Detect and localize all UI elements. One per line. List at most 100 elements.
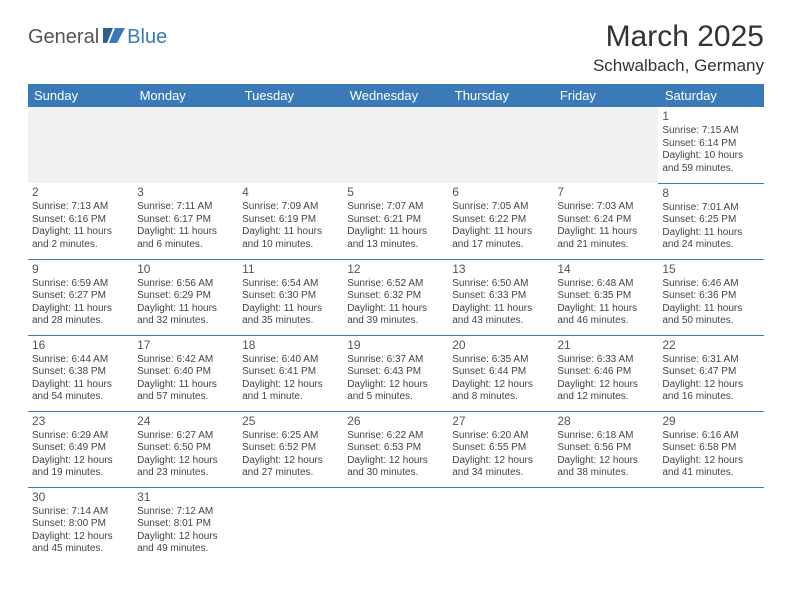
- cell-text: Daylight: 12 hours: [347, 455, 444, 468]
- cell-text: and 34 minutes.: [452, 467, 549, 480]
- cell-text: Daylight: 11 hours: [662, 303, 759, 316]
- cell-text: Daylight: 12 hours: [32, 455, 129, 468]
- day-number: 16: [32, 338, 129, 353]
- calendar-cell: 29Sunrise: 6:16 AMSunset: 6:58 PMDayligh…: [658, 411, 763, 487]
- cell-text: Daylight: 11 hours: [32, 226, 129, 239]
- calendar-table: SundayMondayTuesdayWednesdayThursdayFrid…: [28, 84, 764, 563]
- cell-text: Daylight: 12 hours: [557, 379, 654, 392]
- logo-text-general: General: [28, 26, 99, 49]
- calendar-cell: 10Sunrise: 6:56 AMSunset: 6:29 PMDayligh…: [133, 259, 238, 335]
- location: Schwalbach, Germany: [593, 56, 764, 76]
- cell-text: and 8 minutes.: [452, 391, 549, 404]
- calendar-cell: 25Sunrise: 6:25 AMSunset: 6:52 PMDayligh…: [238, 411, 343, 487]
- weekday-header: Wednesday: [343, 84, 448, 107]
- cell-text: Daylight: 11 hours: [557, 226, 654, 239]
- cell-text: Sunset: 6:47 PM: [662, 366, 759, 379]
- calendar-week-row: 30Sunrise: 7:14 AMSunset: 8:00 PMDayligh…: [28, 487, 764, 563]
- cell-text: Sunset: 6:36 PM: [662, 290, 759, 303]
- calendar-cell: 13Sunrise: 6:50 AMSunset: 6:33 PMDayligh…: [448, 259, 553, 335]
- cell-text: Sunrise: 6:44 AM: [32, 354, 129, 367]
- cell-text: Sunset: 6:32 PM: [347, 290, 444, 303]
- cell-text: Sunset: 6:16 PM: [32, 214, 129, 227]
- calendar-cell: 16Sunrise: 6:44 AMSunset: 6:38 PMDayligh…: [28, 335, 133, 411]
- cell-text: Sunset: 6:17 PM: [137, 214, 234, 227]
- cell-text: Sunset: 6:30 PM: [242, 290, 339, 303]
- calendar-cell: [28, 107, 133, 183]
- day-number: 23: [32, 414, 129, 429]
- cell-text: Sunrise: 7:07 AM: [347, 201, 444, 214]
- calendar-cell: 1Sunrise: 7:15 AMSunset: 6:14 PMDaylight…: [658, 107, 763, 183]
- day-number: 6: [452, 185, 549, 200]
- calendar-cell: [448, 107, 553, 183]
- day-number: 10: [137, 262, 234, 277]
- calendar-cell: 27Sunrise: 6:20 AMSunset: 6:55 PMDayligh…: [448, 411, 553, 487]
- cell-text: Daylight: 11 hours: [557, 303, 654, 316]
- cell-text: Sunrise: 6:33 AM: [557, 354, 654, 367]
- calendar-cell: 6Sunrise: 7:05 AMSunset: 6:22 PMDaylight…: [448, 183, 553, 259]
- cell-text: Sunrise: 7:15 AM: [662, 125, 759, 138]
- calendar-page: General Blue March 2025 Schwalbach, Germ…: [0, 0, 792, 583]
- cell-text: and 21 minutes.: [557, 239, 654, 252]
- cell-text: Sunrise: 6:31 AM: [662, 354, 759, 367]
- cell-text: Daylight: 11 hours: [347, 303, 444, 316]
- cell-text: and 39 minutes.: [347, 315, 444, 328]
- calendar-week-row: 2Sunrise: 7:13 AMSunset: 6:16 PMDaylight…: [28, 183, 764, 259]
- cell-text: and 45 minutes.: [32, 543, 129, 556]
- cell-text: Daylight: 12 hours: [32, 531, 129, 544]
- calendar-week-row: 16Sunrise: 6:44 AMSunset: 6:38 PMDayligh…: [28, 335, 764, 411]
- header: General Blue March 2025 Schwalbach, Germ…: [28, 20, 764, 76]
- cell-text: Sunset: 6:40 PM: [137, 366, 234, 379]
- cell-text: Sunrise: 6:37 AM: [347, 354, 444, 367]
- calendar-cell: 2Sunrise: 7:13 AMSunset: 6:16 PMDaylight…: [28, 183, 133, 259]
- cell-text: and 16 minutes.: [662, 391, 759, 404]
- cell-text: and 30 minutes.: [347, 467, 444, 480]
- cell-text: Daylight: 11 hours: [32, 379, 129, 392]
- calendar-cell: 9Sunrise: 6:59 AMSunset: 6:27 PMDaylight…: [28, 259, 133, 335]
- cell-text: Sunrise: 6:52 AM: [347, 278, 444, 291]
- calendar-cell: 19Sunrise: 6:37 AMSunset: 6:43 PMDayligh…: [343, 335, 448, 411]
- calendar-cell: 4Sunrise: 7:09 AMSunset: 6:19 PMDaylight…: [238, 183, 343, 259]
- cell-text: and 19 minutes.: [32, 467, 129, 480]
- cell-text: Daylight: 11 hours: [137, 303, 234, 316]
- cell-text: Daylight: 11 hours: [347, 226, 444, 239]
- cell-text: Sunset: 6:49 PM: [32, 442, 129, 455]
- calendar-cell: 14Sunrise: 6:48 AMSunset: 6:35 PMDayligh…: [553, 259, 658, 335]
- day-number: 15: [662, 262, 759, 277]
- day-number: 27: [452, 414, 549, 429]
- day-number: 25: [242, 414, 339, 429]
- cell-text: Daylight: 12 hours: [557, 455, 654, 468]
- cell-text: and 27 minutes.: [242, 467, 339, 480]
- cell-text: Daylight: 12 hours: [137, 455, 234, 468]
- calendar-cell: 26Sunrise: 6:22 AMSunset: 6:53 PMDayligh…: [343, 411, 448, 487]
- calendar-week-row: 23Sunrise: 6:29 AMSunset: 6:49 PMDayligh…: [28, 411, 764, 487]
- day-number: 17: [137, 338, 234, 353]
- cell-text: Daylight: 12 hours: [662, 379, 759, 392]
- day-number: 31: [137, 490, 234, 505]
- cell-text: Sunset: 6:19 PM: [242, 214, 339, 227]
- calendar-cell: 15Sunrise: 6:46 AMSunset: 6:36 PMDayligh…: [658, 259, 763, 335]
- cell-text: Sunset: 6:25 PM: [662, 214, 759, 227]
- cell-text: Sunset: 6:14 PM: [662, 138, 759, 151]
- cell-text: Daylight: 11 hours: [242, 226, 339, 239]
- cell-text: Sunset: 6:33 PM: [452, 290, 549, 303]
- cell-text: Sunrise: 6:29 AM: [32, 430, 129, 443]
- weekday-header: Monday: [133, 84, 238, 107]
- calendar-cell: 11Sunrise: 6:54 AMSunset: 6:30 PMDayligh…: [238, 259, 343, 335]
- calendar-cell: 22Sunrise: 6:31 AMSunset: 6:47 PMDayligh…: [658, 335, 763, 411]
- day-number: 8: [662, 186, 759, 201]
- title-block: March 2025 Schwalbach, Germany: [593, 20, 764, 76]
- cell-text: and 46 minutes.: [557, 315, 654, 328]
- cell-text: Daylight: 11 hours: [137, 226, 234, 239]
- day-number: 22: [662, 338, 759, 353]
- calendar-cell: 18Sunrise: 6:40 AMSunset: 6:41 PMDayligh…: [238, 335, 343, 411]
- cell-text: and 2 minutes.: [32, 239, 129, 252]
- cell-text: Sunset: 6:41 PM: [242, 366, 339, 379]
- cell-text: Sunrise: 7:05 AM: [452, 201, 549, 214]
- cell-text: Daylight: 11 hours: [662, 227, 759, 240]
- cell-text: and 28 minutes.: [32, 315, 129, 328]
- cell-text: Sunrise: 6:16 AM: [662, 430, 759, 443]
- cell-text: Sunrise: 6:54 AM: [242, 278, 339, 291]
- cell-text: Sunrise: 6:40 AM: [242, 354, 339, 367]
- cell-text: and 54 minutes.: [32, 391, 129, 404]
- calendar-cell: [448, 487, 553, 563]
